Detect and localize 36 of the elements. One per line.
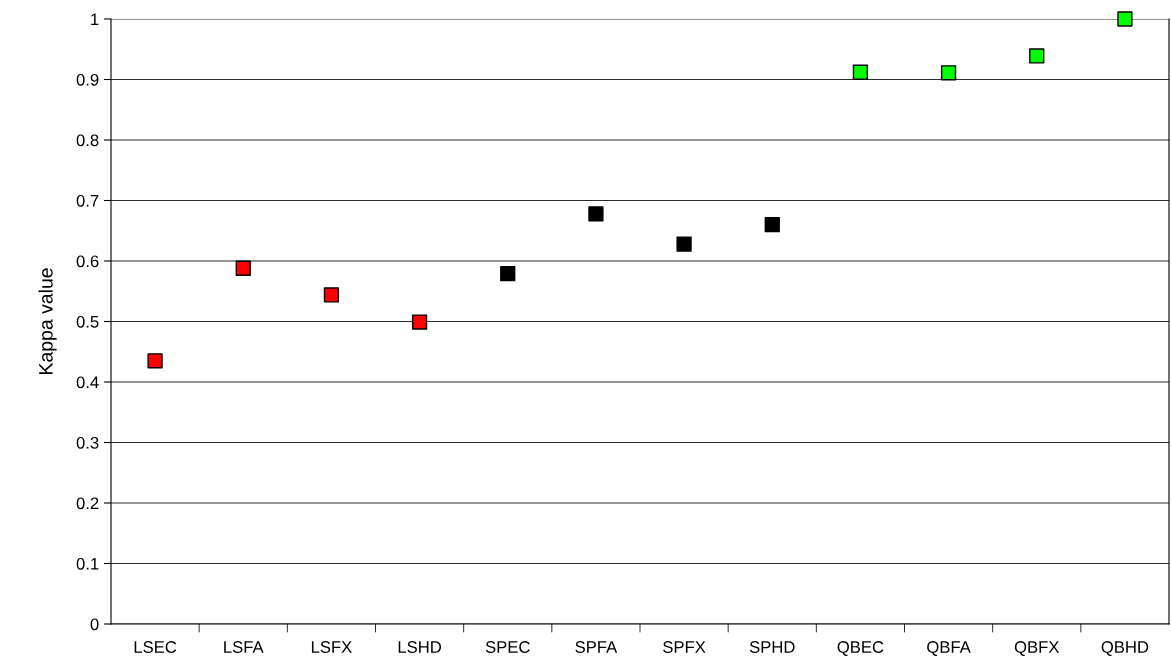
point — [147, 353, 163, 369]
x-tick-label: QBEC — [837, 641, 884, 656]
y-tick-label: 0.3 — [76, 436, 99, 449]
x-tick-label: LSFA — [224, 641, 264, 653]
point — [411, 314, 428, 330]
y-tick-label: 0.8 — [76, 134, 99, 147]
point — [500, 266, 516, 282]
x-tick-label: SPEC — [485, 641, 530, 653]
x-tick-label: QBFX — [1014, 641, 1060, 656]
y-tick-label: 0.4 — [76, 376, 99, 389]
x-tick-label: SPFX — [663, 641, 706, 653]
point — [1117, 11, 1133, 27]
point — [235, 260, 251, 276]
x-tick-label: SPFA — [575, 641, 618, 653]
x-tick-label: QBHD — [1101, 641, 1149, 656]
x-tick-label: SPHD — [749, 641, 795, 653]
y-tick-label: 0 — [90, 618, 99, 631]
y-tick-label: 0.6 — [76, 255, 99, 268]
x-tick-label: LSFX — [311, 641, 352, 653]
point — [764, 217, 780, 233]
y-tick-label: 0.5 — [76, 315, 99, 328]
point — [588, 206, 604, 222]
point — [323, 287, 340, 303]
y-axis-title: Kappa value — [38, 268, 57, 374]
point — [940, 65, 957, 81]
point — [1029, 48, 1045, 64]
x-tick-label: QBFA — [927, 641, 971, 656]
y-tick-label: 0.7 — [76, 194, 99, 207]
point — [852, 64, 869, 80]
y-tick-label: 1 — [91, 13, 99, 26]
y-tick-label: 0.2 — [76, 497, 99, 510]
y-tick-label: 0.9 — [76, 73, 99, 86]
x-tick-label: LSEC — [134, 641, 177, 653]
x-tick-label: LSHD — [398, 641, 442, 653]
point — [676, 236, 692, 252]
y-tick-label: 0.1 — [76, 557, 99, 570]
